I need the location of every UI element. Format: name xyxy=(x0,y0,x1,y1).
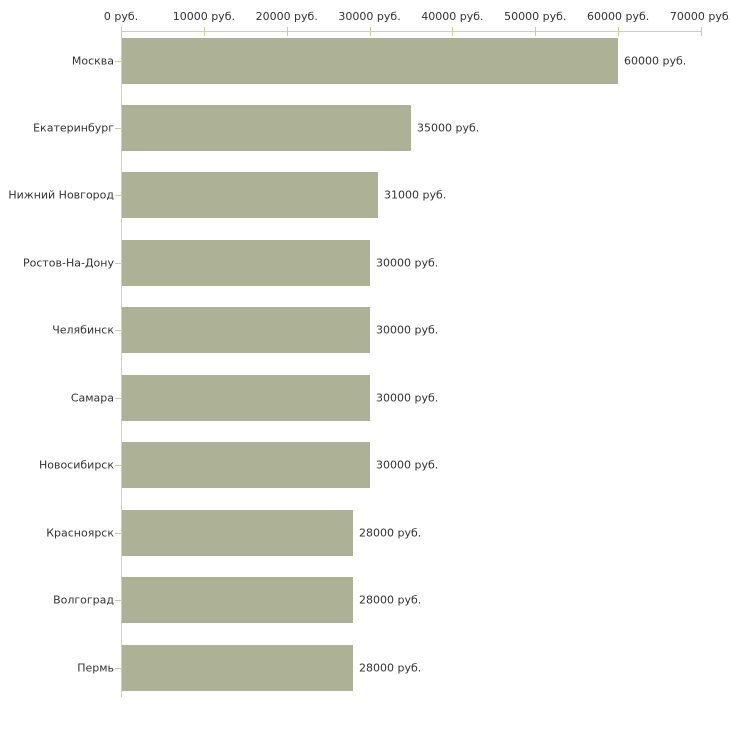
category-label: Ростов-На-Дону xyxy=(22,256,114,270)
value-label: 30000 руб. xyxy=(376,458,439,472)
x-axis-tick-label: 70000 руб. xyxy=(669,10,730,23)
bar xyxy=(122,38,618,84)
x-axis-tick xyxy=(452,27,454,36)
x-axis-tick xyxy=(618,27,620,36)
y-axis-tick xyxy=(115,61,121,62)
x-axis-tick-label: 20000 руб. xyxy=(255,10,318,23)
bar xyxy=(122,442,370,488)
value-label: 31000 руб. xyxy=(384,188,447,202)
x-axis-tick xyxy=(203,27,205,36)
category-label: Екатеринбург xyxy=(33,121,114,135)
bar xyxy=(122,172,378,218)
value-label: 30000 руб. xyxy=(376,323,439,337)
y-axis-tick xyxy=(115,398,121,399)
bar xyxy=(122,510,353,556)
bar xyxy=(122,375,370,421)
x-axis-tick xyxy=(535,27,537,36)
value-label: 30000 руб. xyxy=(376,391,439,405)
x-axis-tick xyxy=(369,27,371,36)
category-label: Красноярск xyxy=(46,526,114,540)
category-label: Новосибирск xyxy=(38,458,114,472)
y-axis-tick xyxy=(115,330,121,331)
x-axis-tick-label: 0 руб. xyxy=(103,10,139,23)
y-axis-tick xyxy=(115,600,121,601)
value-label: 28000 руб. xyxy=(359,593,422,607)
x-axis-tick xyxy=(286,27,288,36)
y-axis-tick xyxy=(115,668,121,669)
category-label: Нижний Новгород xyxy=(8,188,114,202)
category-label: Москва xyxy=(71,54,114,67)
y-axis-tick xyxy=(115,533,121,534)
bar xyxy=(122,645,353,691)
value-label: 28000 руб. xyxy=(359,661,422,675)
x-axis-line xyxy=(121,31,702,32)
x-axis-tick-label: 40000 руб. xyxy=(421,10,484,23)
category-label: Волгоград xyxy=(53,593,114,607)
bar xyxy=(122,105,411,151)
x-axis-tick xyxy=(121,27,122,36)
category-label: Челябинск xyxy=(52,323,114,337)
bar xyxy=(122,240,370,286)
y-axis-tick xyxy=(115,128,121,129)
x-axis-tick xyxy=(701,27,702,36)
category-label: Самара xyxy=(70,391,114,405)
y-axis-line xyxy=(121,31,122,697)
value-label: 35000 руб. xyxy=(417,121,480,135)
x-axis-tick-label: 60000 руб. xyxy=(587,10,650,23)
value-label: 30000 руб. xyxy=(376,256,439,270)
y-axis-tick xyxy=(115,195,121,196)
value-label: 28000 руб. xyxy=(359,526,422,540)
category-label: Пермь xyxy=(77,661,114,675)
x-axis-tick-label: 50000 руб. xyxy=(504,10,567,23)
value-label: 60000 руб. xyxy=(624,54,687,67)
bar xyxy=(122,577,353,623)
y-axis-tick xyxy=(115,263,121,264)
x-axis-tick-label: 30000 руб. xyxy=(338,10,401,23)
bar xyxy=(122,307,370,353)
y-axis-tick xyxy=(115,465,121,466)
x-axis-tick-label: 10000 руб. xyxy=(172,10,235,23)
